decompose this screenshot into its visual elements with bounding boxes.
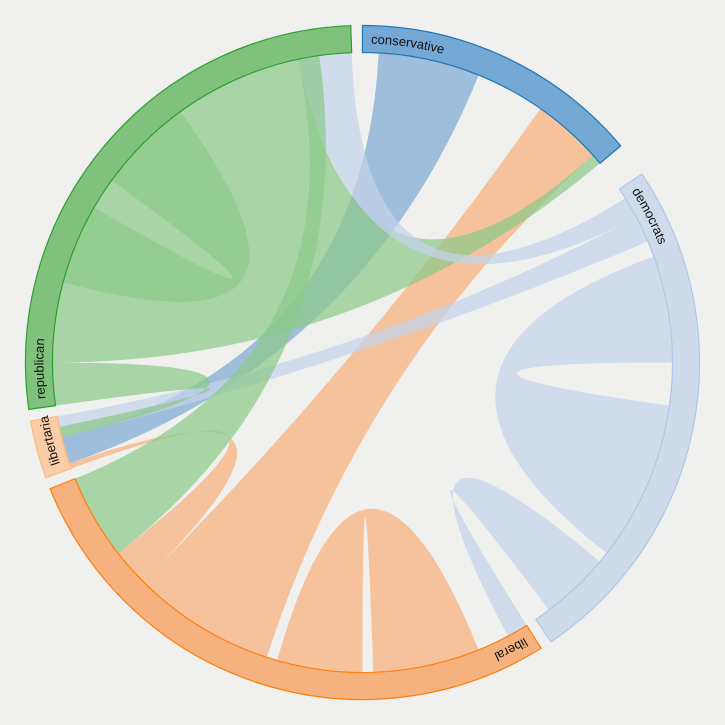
group-arc-libertarian: [29, 415, 72, 479]
chord-conservative-libertarian: [61, 52, 479, 464]
group-arc-republican: [24, 25, 353, 411]
chord-democrats-republican: [298, 52, 637, 265]
chord-liberal-libertarian: [69, 430, 238, 582]
chord-liberal-liberal: [277, 508, 479, 673]
chord-republican-republican: [63, 111, 250, 302]
group-arc-democrats: [535, 173, 701, 643]
group-label-republican: republican: [31, 338, 48, 400]
group-arcs: [24, 24, 701, 701]
chord-republican-libertarian: [52, 362, 210, 438]
chord-republican-liberal: [75, 55, 326, 554]
ribbons: [52, 52, 673, 673]
group-arc-liberal: [49, 477, 542, 701]
chord-democrats-liberal: [449, 477, 600, 637]
group-arc-conservative: [361, 24, 622, 165]
chord-democrats-democrats: [495, 256, 673, 554]
